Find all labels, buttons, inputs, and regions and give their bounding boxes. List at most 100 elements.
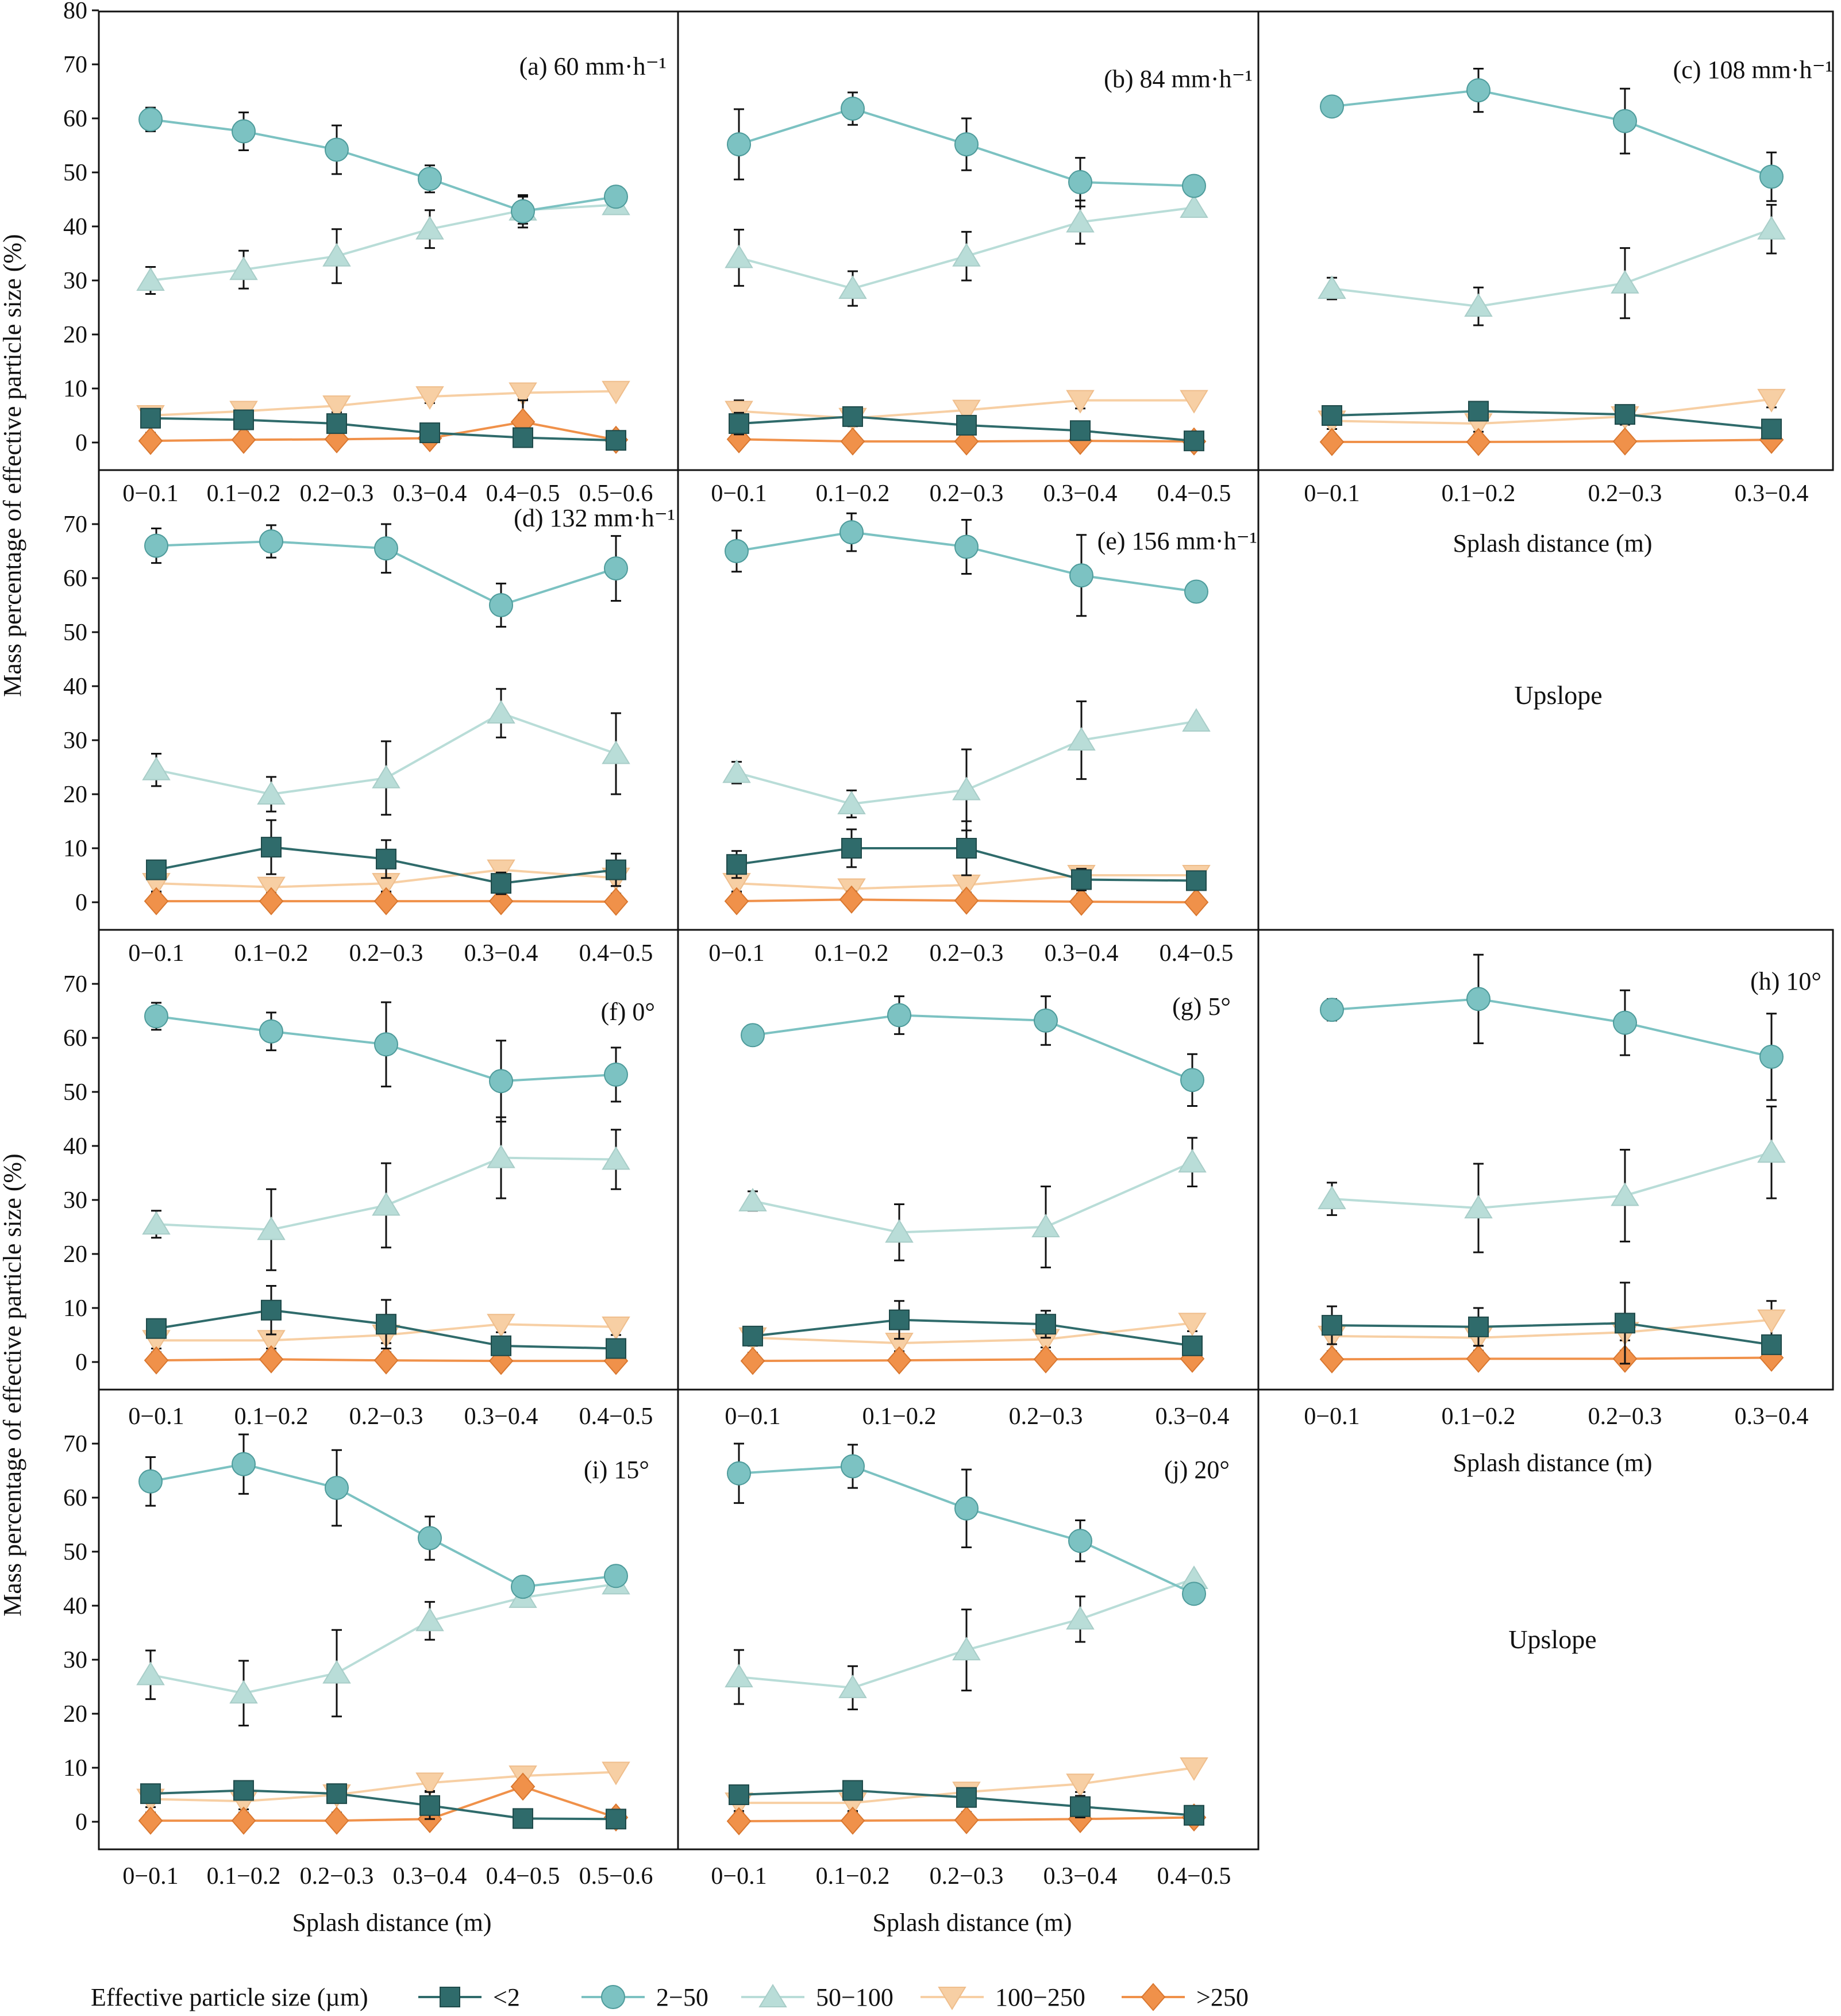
panel-a: 0 10 20 30 40 50 60 70 80 0−0.1 0.1−0.2 0.2−0.3 0.3−… [63,0,679,507]
panel-title: (d) 132 mm·h⁻¹ [514,504,675,532]
panel-title: (h) 10° [1750,967,1821,995]
data-point [1468,1316,1489,1337]
data-point [1180,194,1208,218]
x-tick-label: 0.4−0.5 [579,1403,653,1430]
data-point [1071,869,1092,890]
data-point [842,406,863,427]
data-point [602,1761,630,1786]
x-tick-label: 0.1−0.2 [816,480,890,507]
y-tick-label: 70 [63,511,87,538]
x-tick-label: 0−0.1 [708,940,764,967]
x-tick-label: 0.1−0.2 [862,1403,937,1430]
y-tick-label: 10 [63,836,87,862]
x-axis-label-h: Splash distance (m) [1453,1449,1652,1477]
data-point [1615,1313,1635,1334]
series-2 [1318,203,1786,326]
data-point [838,275,867,299]
series-line [1332,438,1772,444]
y-tick-label: 20 [63,1241,87,1268]
x-tick-label: 0.2−0.3 [930,940,1004,967]
data-point [144,533,168,558]
y-tick-label: 40 [63,1133,87,1160]
data-point [232,119,256,144]
series-2 [725,1565,1208,1710]
data-point [604,1062,628,1087]
data-point [142,756,171,780]
data-point [1466,1344,1491,1373]
y-tick-label: 30 [63,728,87,754]
series-line [1331,1151,1772,1210]
series-1 [1320,953,1784,1101]
x-tick-label: 0.2−0.3 [930,1863,1004,1890]
data-point [726,1807,752,1836]
data-point [603,887,629,916]
data-point [724,887,749,915]
series-3 [136,1761,630,1815]
data-point [604,556,628,581]
data-point [513,1808,533,1829]
series-4 [1319,1343,1784,1374]
series-4 [724,885,1209,917]
data-point [602,1316,630,1340]
y-tick-label: 70 [63,1431,87,1457]
data-point [1180,1757,1208,1781]
data-point [233,409,254,430]
data-point [140,407,161,429]
data-point [229,256,258,280]
data-point [325,137,349,162]
y-tick-label: 50 [63,160,87,186]
series-line [150,1771,617,1803]
data-point [738,1187,767,1211]
x-tick-label: 0.1−0.2 [816,1863,890,1890]
data-point [415,1607,444,1632]
legend-marker [601,1985,625,2009]
data-point [373,1346,399,1375]
data-point [488,887,514,915]
legend-label: 2−50 [656,1983,708,2011]
series-0 [140,1780,626,1830]
data-point [604,184,628,209]
series-1 [144,523,628,628]
x-tick-label: 0.3−0.4 [1156,1403,1230,1430]
x-tick-label: 0.2−0.3 [349,940,423,967]
data-point [1069,563,1093,588]
data-point [487,1314,515,1338]
data-point [144,1004,168,1029]
data-point [1034,1008,1058,1033]
series-4 [1319,425,1784,456]
x-tick-label: 0.2−0.3 [349,1403,423,1430]
data-point [840,427,865,456]
x-tick-label: 0.1−0.2 [207,480,281,507]
data-point [1761,418,1782,440]
data-point [231,1806,256,1835]
data-point [513,427,533,448]
series-line [1331,1356,1772,1361]
data-point [1319,428,1345,456]
data-point [837,790,866,814]
data-point [956,414,977,436]
panel-d: 0 10 20 30 40 50 60 70 0−0.1 0.1−0.2 0.2−0.3 0.3−0.… [63,469,679,967]
series-line [1331,89,1772,178]
data-point [1067,727,1096,751]
data-point [487,859,515,883]
data-point [487,700,515,724]
series-1 [727,91,1206,207]
x-axis-label-j: Splash distance (m) [872,1909,1072,1937]
data-point [1182,1335,1203,1356]
series-line [752,1357,1193,1363]
y-tick-label: 10 [63,1755,87,1782]
data-point [138,107,163,132]
data-point [840,1806,865,1835]
y-tick-label: 30 [63,268,87,294]
data-point [1068,170,1092,194]
x-tick-label: 0.3−0.4 [1735,1403,1809,1430]
data-point [232,1452,256,1476]
data-point [259,1345,284,1374]
data-point [146,1318,167,1339]
data-point [138,1469,163,1494]
data-point [727,132,751,157]
data-point [952,399,981,424]
data-point [606,430,626,451]
series-1 [725,512,1208,617]
legend-marker [440,1987,460,2007]
